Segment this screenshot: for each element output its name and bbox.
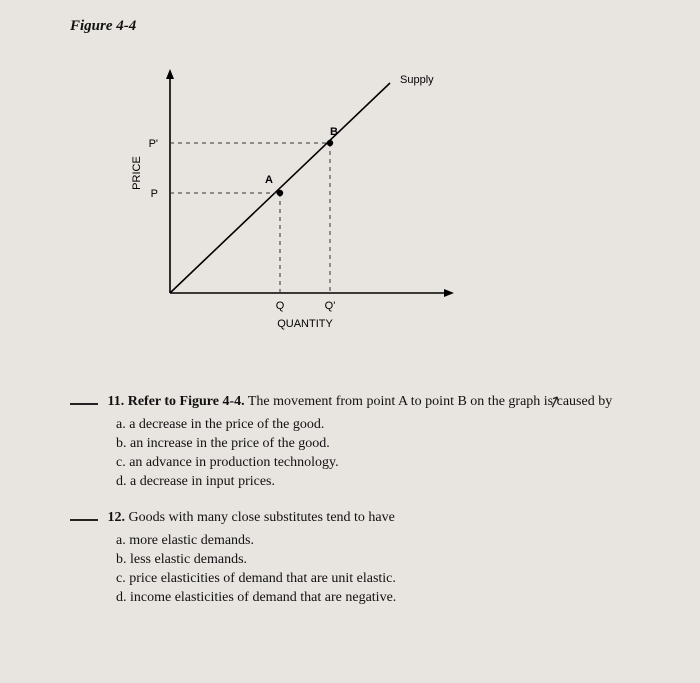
ytick-pprime: P' (149, 138, 158, 150)
page: Figure 4-4 Supply A B P P' Q (0, 0, 700, 683)
option-c: c. price elasticities of demand that are… (116, 570, 660, 589)
supply-chart: Supply A B P P' Q Q' QUANTITY PRICE (130, 43, 490, 363)
question-stem: 11. Refer to Figure 4-4. The movement fr… (108, 394, 613, 409)
point-b (327, 140, 333, 146)
x-axis-arrow (444, 289, 454, 297)
xtick-qprime: Q' (325, 300, 336, 312)
option-c: c. an advance in production technology. (116, 454, 660, 473)
xtick-q: Q (276, 300, 285, 312)
option-b: b. less elastic demands. (116, 551, 660, 570)
question-ref: Refer to Figure 4-4. (128, 394, 245, 409)
point-b-label: B (330, 126, 338, 138)
question-number: 11. (108, 394, 125, 409)
supply-label: Supply (400, 74, 434, 86)
question-options: a. a decrease in the price of the good. … (116, 416, 660, 492)
figure-title: Figure 4-4 (70, 18, 660, 35)
y-axis-arrow (166, 69, 174, 79)
question-12: 12. Goods with many close substitutes te… (70, 509, 660, 607)
point-a-label: A (265, 174, 273, 186)
option-b: b. an increase in the price of the good. (116, 435, 660, 454)
answer-blank[interactable] (70, 509, 98, 521)
option-d: d. a decrease in input prices. (116, 473, 660, 492)
chart-svg: Supply A B P P' Q Q' QUANTITY PRICE (130, 43, 490, 363)
answer-blank[interactable] (70, 393, 98, 405)
x-axis-label: QUANTITY (277, 318, 333, 330)
option-a: a. a decrease in the price of the good. (116, 416, 660, 435)
question-text: Goods with many close substitutes tend t… (129, 510, 395, 525)
option-d: d. income elasticities of demand that ar… (116, 589, 660, 608)
question-stem: 12. Goods with many close substitutes te… (108, 510, 395, 525)
question-options: a. more elastic demands. b. less elastic… (116, 532, 660, 608)
y-axis-label: PRICE (131, 156, 143, 190)
point-a (277, 190, 283, 196)
question-number: 12. (108, 510, 126, 525)
question-11: 11. Refer to Figure 4-4. The movement fr… (70, 393, 660, 491)
questions: 11. Refer to Figure 4-4. The movement fr… (70, 393, 660, 608)
option-a: a. more elastic demands. (116, 532, 660, 551)
ytick-p: P (151, 188, 158, 200)
supply-line (170, 83, 390, 293)
